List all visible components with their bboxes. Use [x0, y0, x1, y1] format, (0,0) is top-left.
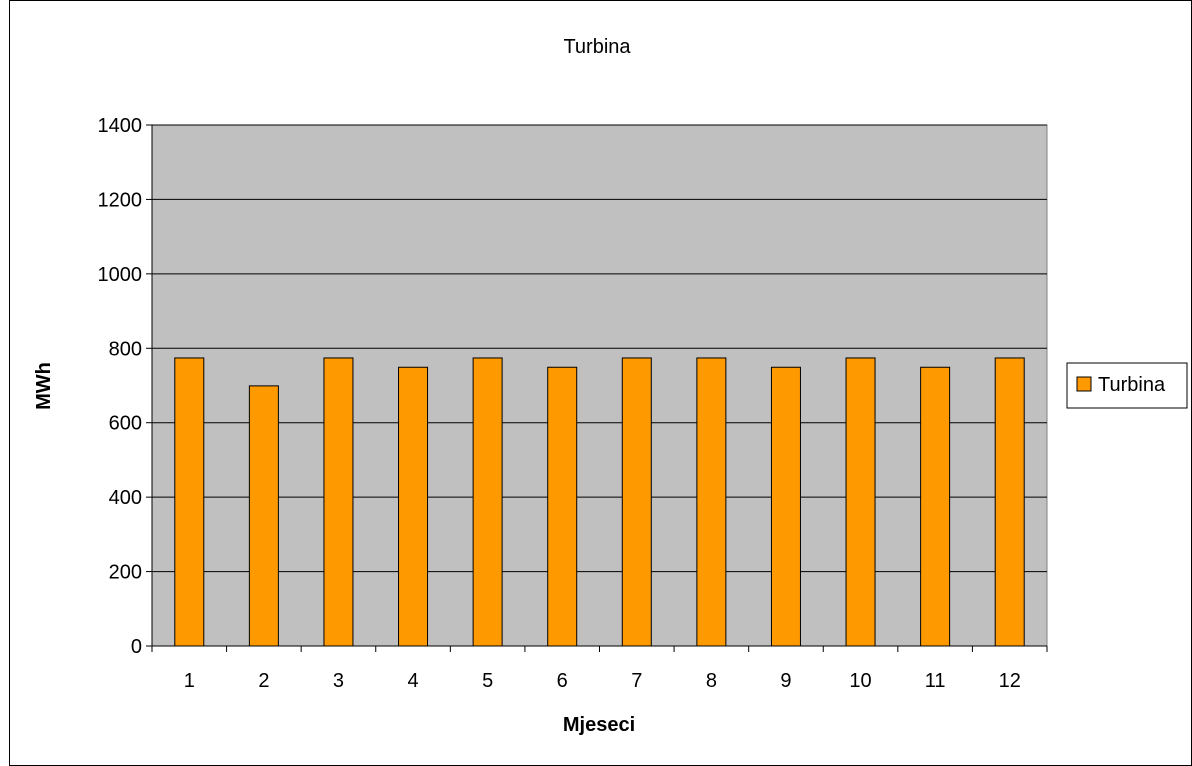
- x-tick-label: 5: [482, 670, 493, 692]
- x-tick-label: 2: [258, 670, 269, 692]
- bar: [770, 366, 801, 647]
- plot-area: [151, 124, 1048, 647]
- x-tick-label: 9: [780, 670, 791, 692]
- chart-title: Turbina: [563, 36, 631, 58]
- legend-swatch: [1076, 376, 1092, 392]
- x-axis-ticks: 1 2 3 4 5 6 7 8 9 10 11 12: [151, 646, 1048, 692]
- legend-label: Turbina: [1098, 374, 1166, 396]
- x-tick-label: 8: [706, 670, 717, 692]
- bar: [845, 357, 876, 647]
- y-tick-label: 800: [109, 338, 142, 360]
- bar: [398, 366, 429, 647]
- bar: [248, 385, 279, 647]
- bar: [621, 357, 652, 647]
- y-axis-ticks: 0 200 400 600 800 1000 1200 1400: [98, 115, 152, 658]
- y-tick-label: 400: [109, 487, 142, 509]
- gridlines: [152, 124, 1047, 573]
- x-tick-label: 7: [631, 670, 642, 692]
- bar: [547, 366, 578, 647]
- x-tick-label: 11: [925, 670, 946, 692]
- y-axis-title: MWh: [33, 362, 55, 410]
- bar: [174, 357, 205, 647]
- x-axis-title: Mjeseci: [563, 714, 635, 736]
- y-tick-label: 1200: [98, 189, 143, 211]
- y-tick-label: 1400: [98, 115, 143, 137]
- y-tick-label: 200: [109, 562, 142, 584]
- bar: [994, 357, 1025, 647]
- y-tick-label: 0: [131, 636, 142, 658]
- legend: Turbina: [1066, 362, 1188, 409]
- bar: [920, 366, 951, 647]
- y-tick-label: 1000: [98, 264, 143, 286]
- x-tick-label: 4: [407, 670, 418, 692]
- x-tick-label: 1: [184, 670, 195, 692]
- bar: [472, 357, 503, 647]
- x-tick-label: 10: [849, 670, 871, 692]
- y-tick-label: 600: [109, 413, 142, 435]
- x-tick-label: 6: [557, 670, 568, 692]
- bar: [323, 357, 354, 647]
- bar: [696, 357, 727, 647]
- x-tick-label: 3: [333, 670, 344, 692]
- x-tick-label: 12: [999, 670, 1021, 692]
